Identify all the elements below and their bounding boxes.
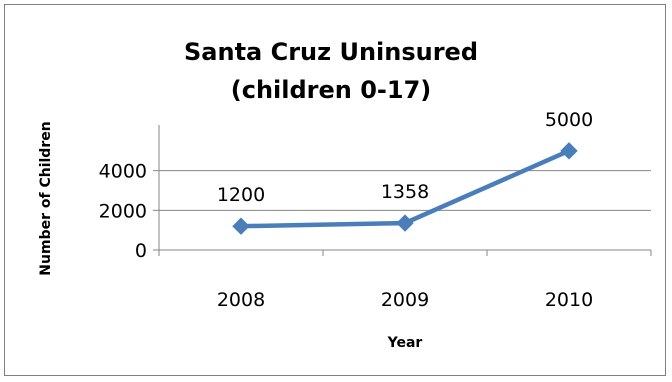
y-tick-label: 4000 bbox=[99, 161, 147, 183]
data-labels: 1200 1358 5000 bbox=[217, 109, 593, 206]
x-tick-label: 2010 bbox=[545, 289, 593, 311]
chart-title-line-2: (children 0-17) bbox=[231, 76, 432, 104]
x-tick-labels: 2008 2009 2010 bbox=[217, 289, 593, 311]
data-label: 1358 bbox=[381, 181, 429, 203]
data-point-marker bbox=[560, 142, 578, 160]
chart-title-line-1: Santa Cruz Uninsured bbox=[184, 38, 478, 66]
series bbox=[232, 142, 578, 235]
data-point-marker bbox=[232, 217, 250, 235]
y-tick-label: 0 bbox=[135, 240, 147, 262]
y-axis-title: Number of Children bbox=[38, 121, 54, 275]
x-tick-label: 2008 bbox=[217, 289, 265, 311]
axes bbox=[153, 125, 652, 256]
x-axis-title: Year bbox=[387, 335, 423, 351]
gridlines bbox=[159, 170, 651, 211]
y-tick-labels: 0 2000 4000 bbox=[99, 161, 147, 262]
y-tick-label: 2000 bbox=[99, 200, 147, 222]
chart-title: Santa Cruz Uninsured (children 0-17) bbox=[184, 38, 478, 104]
data-label: 5000 bbox=[545, 109, 593, 131]
chart-frame: Santa Cruz Uninsured (children 0-17) 0 20… bbox=[4, 4, 666, 376]
line-chart: Santa Cruz Uninsured (children 0-17) 0 20… bbox=[38, 38, 652, 351]
data-label: 1200 bbox=[217, 184, 265, 206]
x-tick-label: 2009 bbox=[381, 289, 429, 311]
data-point-marker bbox=[396, 214, 414, 232]
